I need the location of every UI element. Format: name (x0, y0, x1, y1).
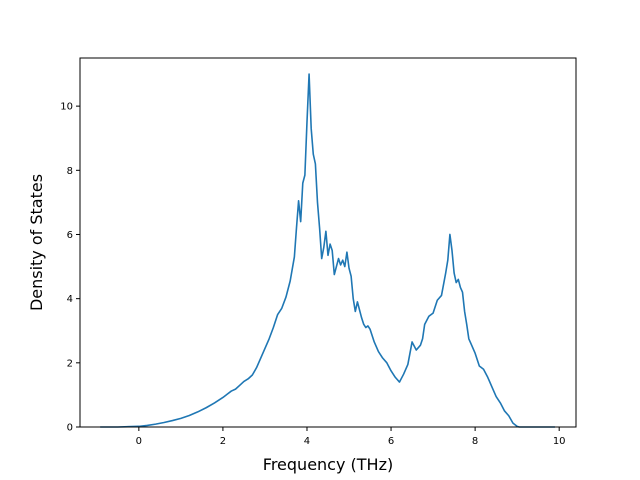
axes-frame (79, 57, 577, 428)
x-axis-label: Frequency (THz) (263, 455, 393, 474)
y-axis-label: Density of States (27, 174, 46, 311)
x-tick-label: 8 (472, 436, 478, 447)
y-tick-label: 4 (67, 294, 73, 305)
ticks: 0 2 4 6 8 10 0 2 4 6 8 10 (60, 102, 565, 447)
y-tick-label: 10 (60, 102, 73, 113)
dos-line (100, 73, 555, 428)
y-tick-label: 0 (67, 423, 73, 434)
plot-area (100, 73, 555, 428)
y-tick-label: 2 (67, 358, 73, 369)
x-tick-label: 2 (220, 436, 226, 447)
x-tick-label: 10 (553, 436, 566, 447)
x-tick-label: 0 (136, 436, 142, 447)
x-tick-label: 4 (304, 436, 310, 447)
y-tick-label: 6 (67, 230, 73, 241)
x-tick-label: 6 (388, 436, 394, 447)
y-tick-label: 8 (67, 166, 73, 177)
